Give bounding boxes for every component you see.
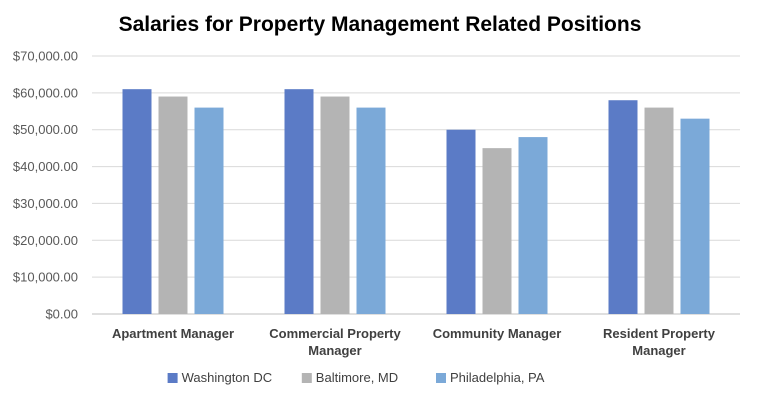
bar-baltimore-md	[644, 107, 674, 314]
bars	[122, 89, 710, 315]
y-tick-label: $0.00	[45, 307, 78, 322]
legend-swatch	[436, 373, 446, 383]
bar-philadelphia-pa	[518, 137, 548, 314]
legend-swatch	[167, 373, 178, 383]
x-axis-ticks: Apartment Manager Commercial Property Mana…	[112, 326, 716, 358]
y-tick-label: $60,000.00	[13, 85, 78, 100]
bar-washington-dc	[284, 89, 314, 315]
legend: Washington DC Baltimore, MD Philadelphia, …	[167, 370, 545, 385]
x-tick-label: Resident Property Manager	[603, 326, 716, 358]
legend-label: Baltimore, MD	[316, 370, 398, 385]
y-tick-label: $40,000.00	[13, 159, 78, 174]
chart-title: Salaries for Property Management Related…	[119, 13, 642, 36]
x-tick-label: Commercial Property Manager	[269, 326, 401, 358]
bar-washington-dc	[446, 129, 476, 314]
bar-baltimore-md	[158, 96, 188, 315]
legend-label: Philadelphia, PA	[450, 370, 545, 385]
bar-philadelphia-pa	[194, 107, 224, 314]
y-tick-label: $10,000.00	[13, 270, 78, 285]
bar-philadelphia-pa	[356, 107, 386, 314]
y-tick-label: $30,000.00	[13, 196, 78, 211]
y-tick-label: $50,000.00	[13, 122, 78, 137]
legend-label: Washington DC	[182, 370, 273, 385]
x-tick-label: Community Manager	[433, 326, 562, 341]
legend-swatch	[301, 373, 312, 383]
x-tick-label: Apartment Manager	[112, 326, 234, 341]
y-tick-label: $70,000.00	[13, 49, 78, 64]
bar-washington-dc	[122, 89, 152, 315]
bar-washington-dc	[608, 100, 638, 314]
y-axis-ticks: $0.00 $10,000.00 $20,000.00 $30,000.00 $40,0…	[13, 49, 78, 322]
bar-philadelphia-pa	[680, 118, 710, 315]
y-tick-label: $20,000.00	[13, 233, 78, 248]
bar-baltimore-md	[320, 96, 350, 315]
gridlines	[92, 55, 740, 315]
bar-baltimore-md	[482, 148, 512, 314]
